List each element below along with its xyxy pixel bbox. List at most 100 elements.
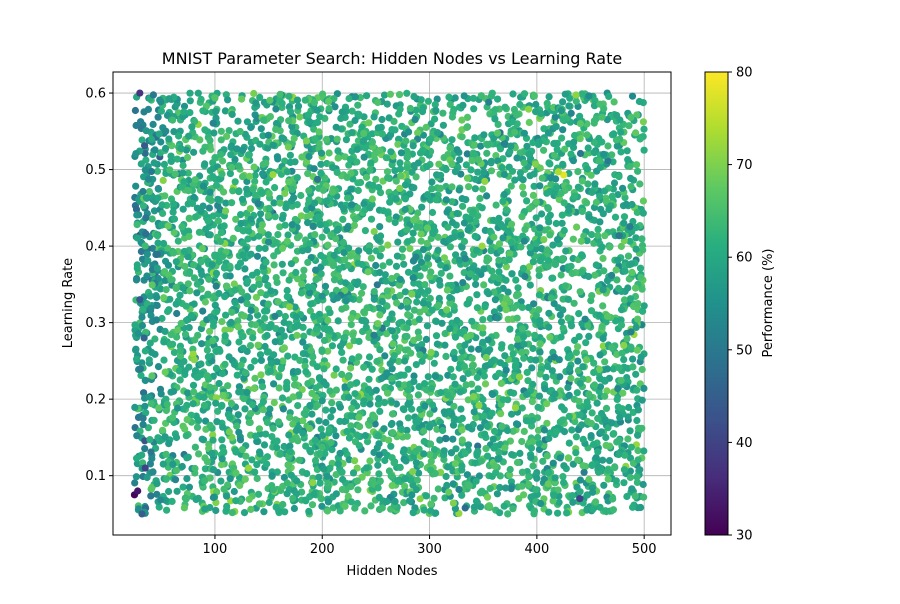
scatter-point [447, 366, 454, 373]
scatter-point [623, 335, 630, 342]
scatter-point [426, 424, 433, 431]
scatter-point [133, 473, 140, 480]
scatter-point [601, 232, 608, 239]
scatter-point [560, 462, 567, 469]
scatter-point [629, 93, 636, 100]
scatter-point [240, 345, 247, 352]
scatter-point [468, 318, 475, 325]
scatter-point [207, 189, 214, 196]
scatter-point [173, 434, 180, 441]
scatter-point [161, 161, 168, 168]
scatter-point [638, 425, 645, 432]
scatter-point [498, 380, 505, 387]
scatter-point [177, 145, 184, 152]
scatter-point [479, 396, 486, 403]
scatter-point [154, 302, 161, 309]
scatter-point [434, 129, 441, 136]
scatter-point [441, 447, 448, 454]
scatter-point [162, 433, 169, 440]
scatter-point [273, 444, 280, 451]
scatter-point [595, 226, 602, 233]
scatter-point [446, 294, 453, 301]
scatter-point [577, 411, 584, 418]
scatter-point [343, 225, 350, 232]
scatter-point [432, 509, 439, 516]
scatter-point [251, 469, 258, 476]
scatter-point [577, 488, 584, 495]
scatter-point [173, 284, 180, 291]
scatter-point [354, 486, 361, 493]
scatter-point [157, 496, 164, 503]
scatter-point [565, 314, 572, 321]
scatter-point [355, 414, 362, 421]
scatter-point [472, 233, 479, 240]
scatter-point [508, 221, 515, 228]
scatter-point [376, 346, 383, 353]
scatter-point [488, 158, 495, 165]
scatter-point [413, 361, 420, 368]
scatter-point [287, 448, 294, 455]
scatter-point [402, 195, 409, 202]
scatter-point [421, 402, 428, 409]
scatter-point [581, 469, 588, 476]
scatter-point [296, 457, 303, 464]
scatter-point [384, 242, 391, 249]
scatter-point [453, 317, 460, 324]
scatter-point [578, 238, 585, 245]
scatter-point [585, 476, 592, 483]
scatter-point [141, 142, 148, 149]
scatter-point [635, 406, 642, 413]
scatter-point [381, 399, 388, 406]
scatter-point [481, 431, 488, 438]
scatter-point [458, 466, 465, 473]
scatter-point [284, 238, 291, 245]
scatter-point [621, 466, 628, 473]
scatter-point [206, 328, 213, 335]
scatter-point [488, 167, 495, 174]
scatter-point [468, 381, 475, 388]
scatter-point [502, 104, 509, 111]
scatter-point [568, 426, 575, 433]
scatter-point [392, 498, 399, 505]
scatter-point [369, 182, 376, 189]
scatter-point [641, 302, 648, 309]
scatter-point [300, 273, 307, 280]
scatter-point [151, 146, 158, 153]
scatter-point [160, 240, 167, 247]
scatter-point [339, 108, 346, 115]
scatter-point [560, 479, 567, 486]
scatter-point [627, 474, 634, 481]
scatter-point [213, 418, 220, 425]
scatter-point [532, 101, 539, 108]
scatter-point [619, 350, 626, 357]
scatter-point [425, 98, 432, 105]
scatter-point [544, 452, 551, 459]
scatter-point [539, 175, 546, 182]
scatter-point [465, 226, 472, 233]
scatter-point [568, 110, 575, 117]
scatter-point [218, 436, 225, 443]
scatter-point [315, 474, 322, 481]
scatter-point [235, 429, 242, 436]
scatter-point [509, 90, 516, 97]
scatter-point [525, 473, 532, 480]
scatter-point [190, 194, 197, 201]
scatter-point [604, 277, 611, 284]
scatter-point [497, 247, 504, 254]
scatter-point [376, 408, 383, 415]
scatter-point [505, 228, 512, 235]
scatter-point [279, 245, 286, 252]
scatter-point [417, 149, 424, 156]
scatter-point [623, 493, 630, 500]
scatter-point [627, 427, 634, 434]
scatter-point [281, 344, 288, 351]
scatter-point [337, 507, 344, 514]
scatter-point [516, 101, 523, 108]
scatter-point [206, 384, 213, 391]
scatter-point [348, 498, 355, 505]
scatter-point [148, 400, 155, 407]
scatter-point [406, 245, 413, 252]
scatter-point [435, 302, 442, 309]
scatter-point [268, 360, 275, 367]
